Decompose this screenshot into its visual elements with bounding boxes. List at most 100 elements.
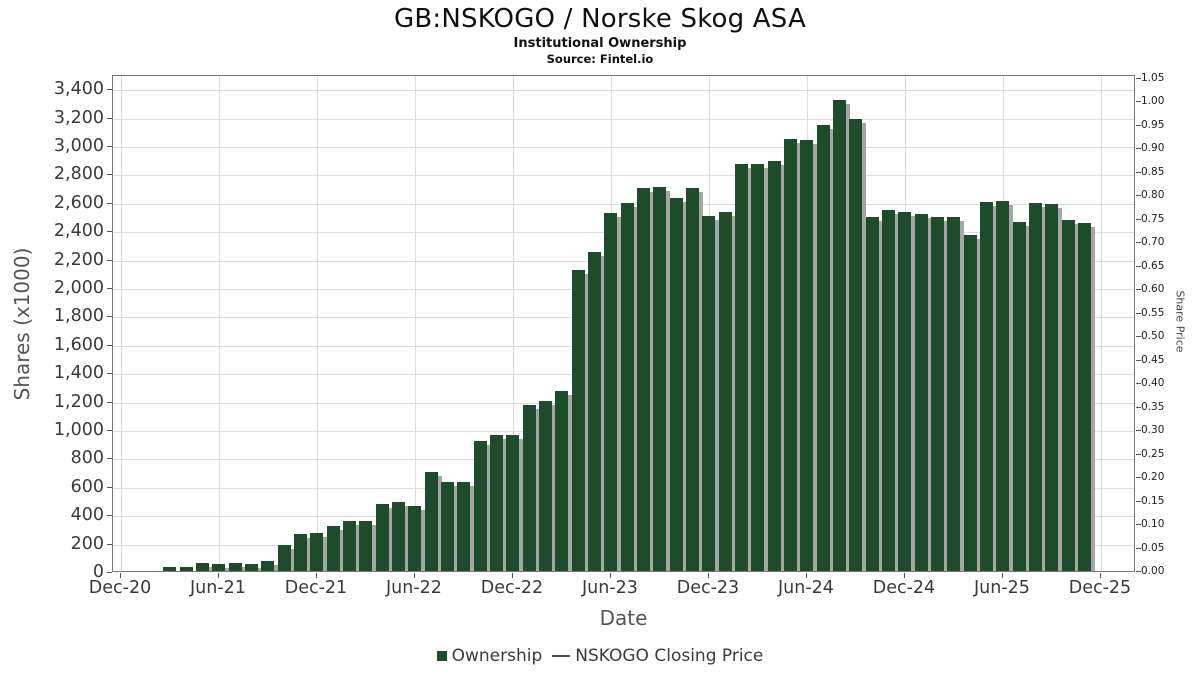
ownership-bar <box>261 561 275 571</box>
right-axis-tick <box>1136 453 1141 455</box>
right-axis-tick-label: 0.80 <box>1141 189 1165 202</box>
legend-item-closing-price[interactable]: NSKOGO Closing Price <box>552 646 763 666</box>
x-axis-tick-label: Jun-25 <box>974 578 1030 598</box>
x-axis-tick <box>413 573 415 578</box>
ownership-bar <box>294 534 308 571</box>
ownership-bar <box>751 164 765 571</box>
x-axis-tick <box>315 573 317 578</box>
x-axis-tick <box>707 573 709 578</box>
ownership-bar <box>392 502 406 571</box>
x-axis-tick <box>609 573 611 578</box>
ownership-bar <box>506 435 520 571</box>
right-axis-tick <box>1136 383 1141 385</box>
right-axis-tick <box>1136 524 1141 526</box>
ownership-bar <box>424 472 438 571</box>
plot-area <box>112 75 1135 572</box>
y-axis-tick <box>107 202 112 204</box>
ownership-bar <box>310 533 324 571</box>
ownership-bar <box>245 563 259 571</box>
ownership-bar <box>620 202 634 571</box>
right-axis-tick-label: 1.00 <box>1141 95 1165 108</box>
y-axis-tick <box>107 401 112 403</box>
ownership-bar <box>800 140 814 571</box>
y-axis-tick <box>107 344 112 346</box>
right-axis-tick-label: 0.25 <box>1141 447 1165 460</box>
ownership-bar <box>914 213 928 571</box>
right-axis-tick-label: 0.70 <box>1141 236 1165 249</box>
y-axis-tick <box>107 373 112 375</box>
right-axis-tick-label: 0.60 <box>1141 283 1165 296</box>
legend-label: NSKOGO Closing Price <box>575 646 764 666</box>
right-axis-tick <box>1136 500 1141 502</box>
y-axis-tick-label: 3,200 <box>53 107 104 128</box>
right-axis-tick-label: 0.10 <box>1141 518 1165 531</box>
gridline-vertical <box>316 76 318 571</box>
y-axis-tick-label: 400 <box>70 505 104 526</box>
legend: Ownership NSKOGO Closing Price <box>0 646 1200 666</box>
right-axis-tick <box>1136 78 1141 79</box>
chart-subtitle: Institutional Ownership <box>513 36 687 51</box>
ownership-bar <box>931 216 945 571</box>
gridline-vertical <box>414 76 416 571</box>
ownership-bar <box>1078 223 1092 571</box>
x-axis-tick-label: Dec-24 <box>872 578 936 598</box>
ownership-bar <box>163 566 177 571</box>
ownership-bar <box>522 404 536 571</box>
gridline-vertical <box>512 76 514 571</box>
ownership-bar <box>473 441 487 571</box>
ownership-bar <box>1061 219 1075 571</box>
right-axis-tick <box>1136 477 1141 479</box>
ownership-bar <box>784 138 798 571</box>
x-axis-tick-label: Dec-25 <box>1068 578 1132 598</box>
ownership-bar <box>1029 202 1043 571</box>
ownership-bar <box>767 160 781 571</box>
x-axis-tick-label: Dec-21 <box>284 578 348 598</box>
ownership-bar <box>735 164 749 571</box>
ownership-bar <box>571 269 585 571</box>
x-axis-tick <box>805 573 807 578</box>
ownership-bar <box>555 390 569 571</box>
right-axis-tick-label: 0.30 <box>1141 424 1165 437</box>
x-axis-tick <box>511 573 513 578</box>
right-axis-tick-label: 0.45 <box>1141 353 1165 366</box>
ownership-bar <box>898 211 912 571</box>
y-axis-tick <box>107 543 112 545</box>
ownership-bar <box>408 506 422 571</box>
right-axis-tick-label: 0.05 <box>1141 541 1165 554</box>
right-axis-tick <box>1136 289 1141 291</box>
ownership-bar <box>196 563 210 571</box>
x-axis-tick <box>120 573 121 578</box>
right-axis-tick-label: 0.85 <box>1141 165 1165 178</box>
ownership-bar <box>980 201 994 571</box>
ownership-bar <box>343 521 357 571</box>
ownership-bar <box>604 213 618 571</box>
ownership-bar <box>653 186 667 571</box>
ownership-bar <box>718 211 732 571</box>
y-axis-tick-label: 1,800 <box>53 306 104 327</box>
y-axis-label-right: Share Price <box>1173 290 1187 353</box>
ownership-bar <box>637 187 651 571</box>
right-axis-tick <box>1136 359 1141 361</box>
y-axis-tick-label: 2,800 <box>53 164 104 185</box>
legend-item-ownership[interactable]: Ownership <box>436 646 542 666</box>
y-axis-tick-label: 1,600 <box>53 334 104 355</box>
right-axis-tick <box>1136 406 1141 408</box>
gridline-vertical <box>218 76 220 571</box>
x-axis-tick-label: Dec-23 <box>676 578 740 598</box>
ownership-bar <box>490 435 504 571</box>
right-axis-tick <box>1136 171 1141 173</box>
y-axis-tick <box>107 259 112 261</box>
right-axis-tick <box>1136 148 1141 150</box>
y-axis-tick-label: 200 <box>70 533 104 554</box>
y-axis-tick-label: 800 <box>70 448 104 469</box>
ownership-bar <box>441 482 455 571</box>
right-axis-tick <box>1136 312 1141 314</box>
ownership-bar <box>833 99 847 571</box>
gridline-vertical <box>121 76 122 571</box>
right-axis-tick-label: 0.00 <box>1141 565 1165 577</box>
right-axis-tick <box>1136 124 1141 126</box>
gridline-horizontal <box>113 90 1134 92</box>
y-axis-tick-label: 2,400 <box>53 221 104 242</box>
y-axis-tick-label: 600 <box>70 476 104 497</box>
ownership-bar <box>212 563 226 571</box>
